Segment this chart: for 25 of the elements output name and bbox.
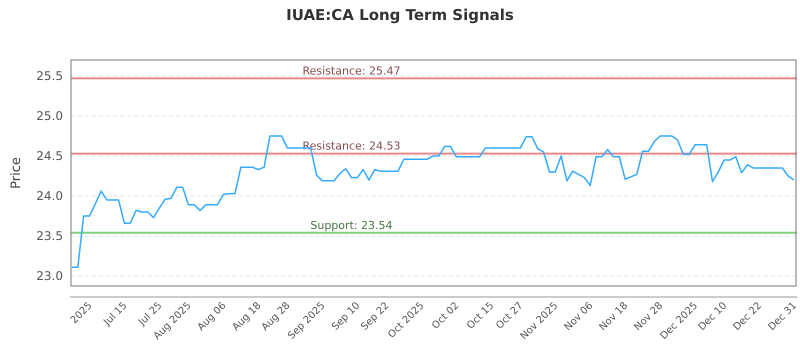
x-tick-label: Dec 22 bbox=[731, 300, 764, 334]
x-tick-label: Jul 15 bbox=[101, 300, 130, 329]
y-tick-label: 25.0 bbox=[36, 109, 63, 124]
x-tick-label: Oct 27 bbox=[494, 300, 526, 332]
y-tick-label: 25.5 bbox=[36, 69, 63, 84]
chart-title: IUAE:CA Long Term Signals bbox=[286, 6, 514, 24]
x-tick-label: Jul 25 bbox=[136, 300, 164, 329]
x-tick-label: Dec 31 bbox=[766, 300, 800, 334]
y-tick-label: 24.5 bbox=[36, 149, 63, 164]
y-tick-label: 23.5 bbox=[36, 229, 63, 244]
x-tick-label: Aug 18 bbox=[230, 300, 264, 334]
y-axis-title: Price bbox=[9, 157, 24, 189]
ref-line-label: Resistance: 25.47 bbox=[302, 64, 400, 78]
ref-line-label: Support: 23.54 bbox=[310, 218, 393, 232]
y-tick-label: 23.0 bbox=[36, 269, 63, 284]
x-tick-label: Nov 06 bbox=[562, 300, 596, 334]
x-tick-label: Sep 10 bbox=[330, 300, 362, 333]
x-tick-label: Oct 02 bbox=[430, 300, 462, 332]
x-tick-label: Nov 18 bbox=[597, 300, 630, 334]
x-tick-label: Dec 10 bbox=[696, 300, 730, 334]
line-series bbox=[71, 135, 795, 268]
x-tick-label: Aug 06 bbox=[196, 300, 229, 334]
ref-line-label: Resistance: 24.53 bbox=[302, 140, 400, 153]
y-tick-label: 24.0 bbox=[36, 189, 63, 204]
x-tick-label: Oct 15 bbox=[465, 300, 496, 332]
